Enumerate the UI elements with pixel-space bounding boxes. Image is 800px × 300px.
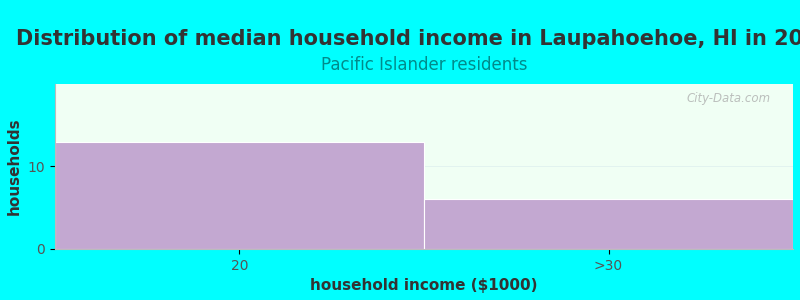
Text: Pacific Islander residents: Pacific Islander residents	[321, 56, 527, 74]
Bar	[424, 199, 793, 249]
Text: City-Data.com: City-Data.com	[686, 92, 771, 105]
X-axis label: household income ($1000): household income ($1000)	[310, 278, 538, 293]
Y-axis label: households: households	[7, 118, 22, 215]
Bar	[55, 142, 424, 249]
Title: Distribution of median household income in Laupahoehoe, HI in 2021: Distribution of median household income …	[16, 29, 800, 49]
